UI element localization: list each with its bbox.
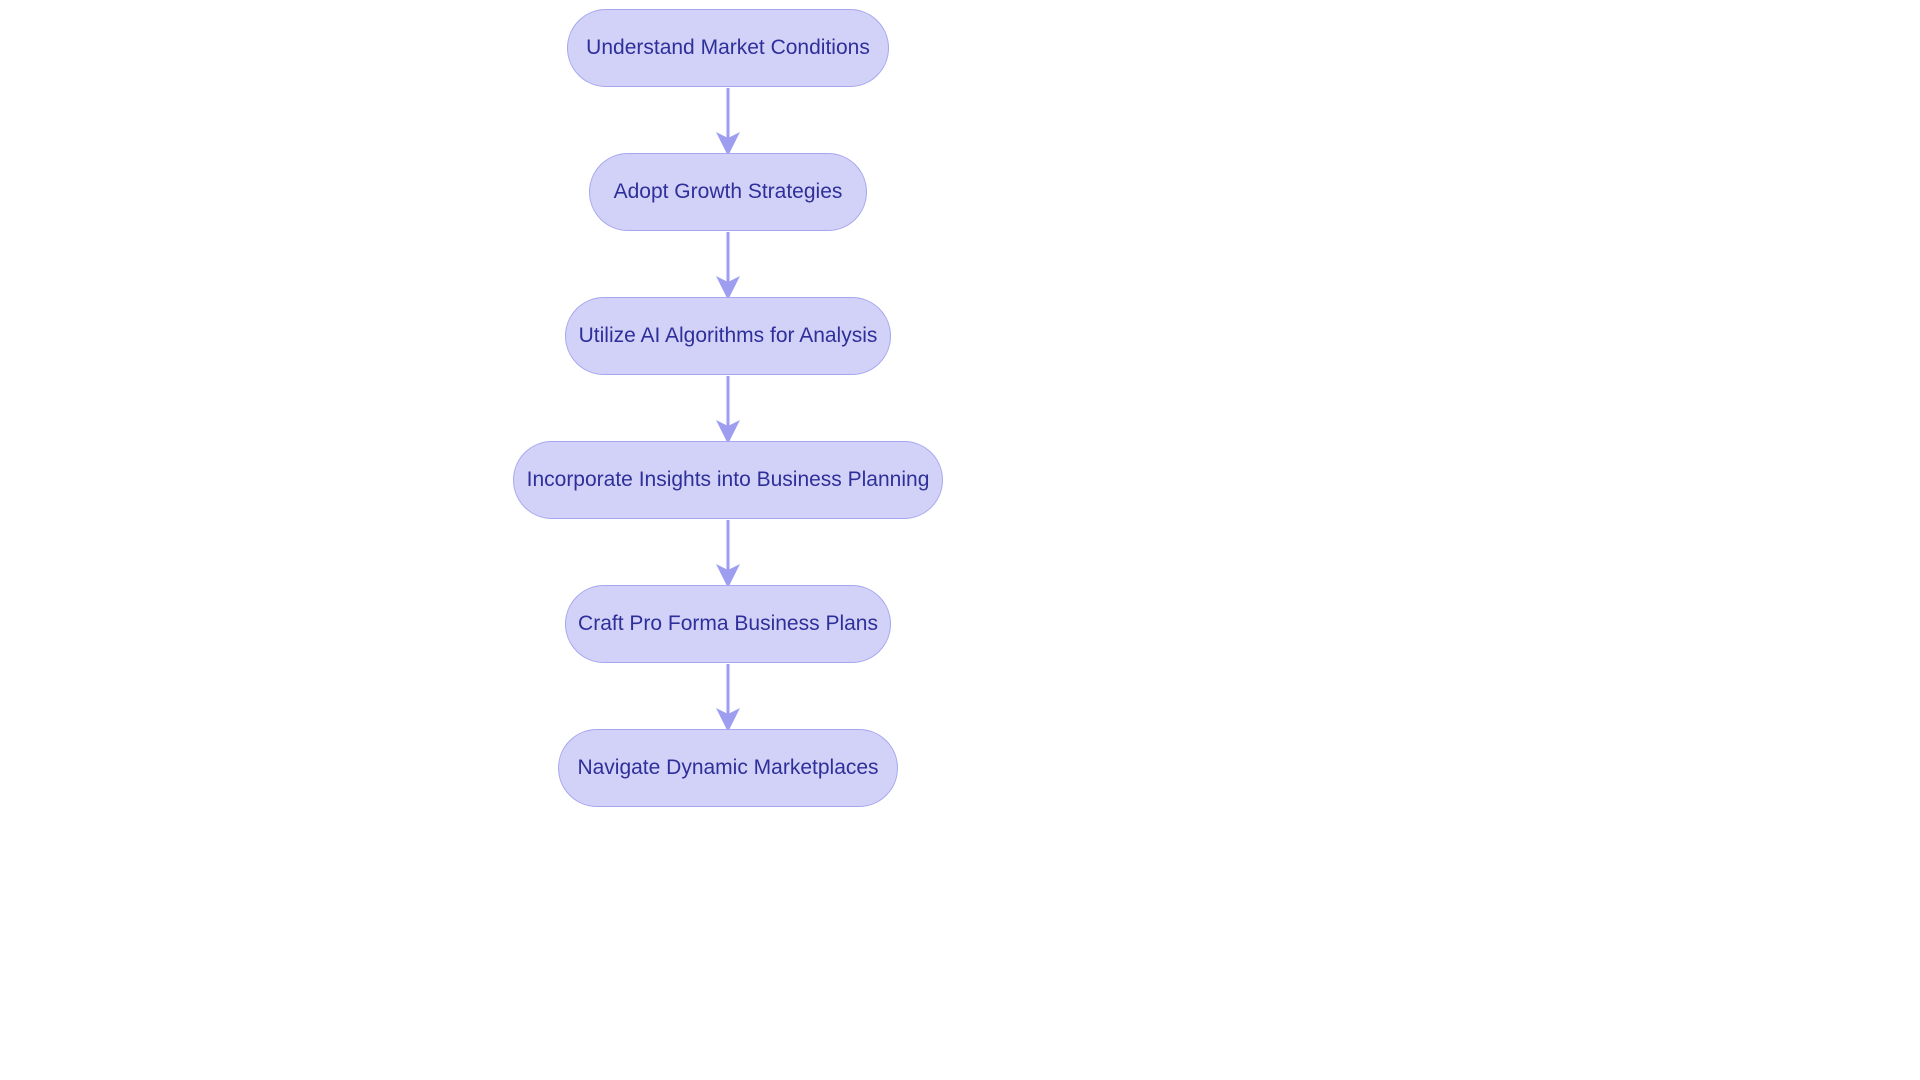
flow-node: Craft Pro Forma Business Plans [565,585,891,663]
node-label: Navigate Dynamic Marketplaces [577,756,878,780]
flow-node: Understand Market Conditions [567,9,889,87]
flow-node: Utilize AI Algorithms for Analysis [565,297,891,375]
node-label: Craft Pro Forma Business Plans [578,612,878,636]
flow-node: Navigate Dynamic Marketplaces [558,729,898,807]
node-label: Utilize AI Algorithms for Analysis [579,324,878,348]
flow-node: Incorporate Insights into Business Plann… [513,441,943,519]
edge-layer [0,0,1920,1080]
flowchart-canvas: Understand Market Conditions Adopt Growt… [0,0,1920,1080]
node-label: Understand Market Conditions [586,36,870,60]
node-label: Incorporate Insights into Business Plann… [527,468,930,492]
flow-node: Adopt Growth Strategies [589,153,867,231]
node-label: Adopt Growth Strategies [614,180,843,204]
